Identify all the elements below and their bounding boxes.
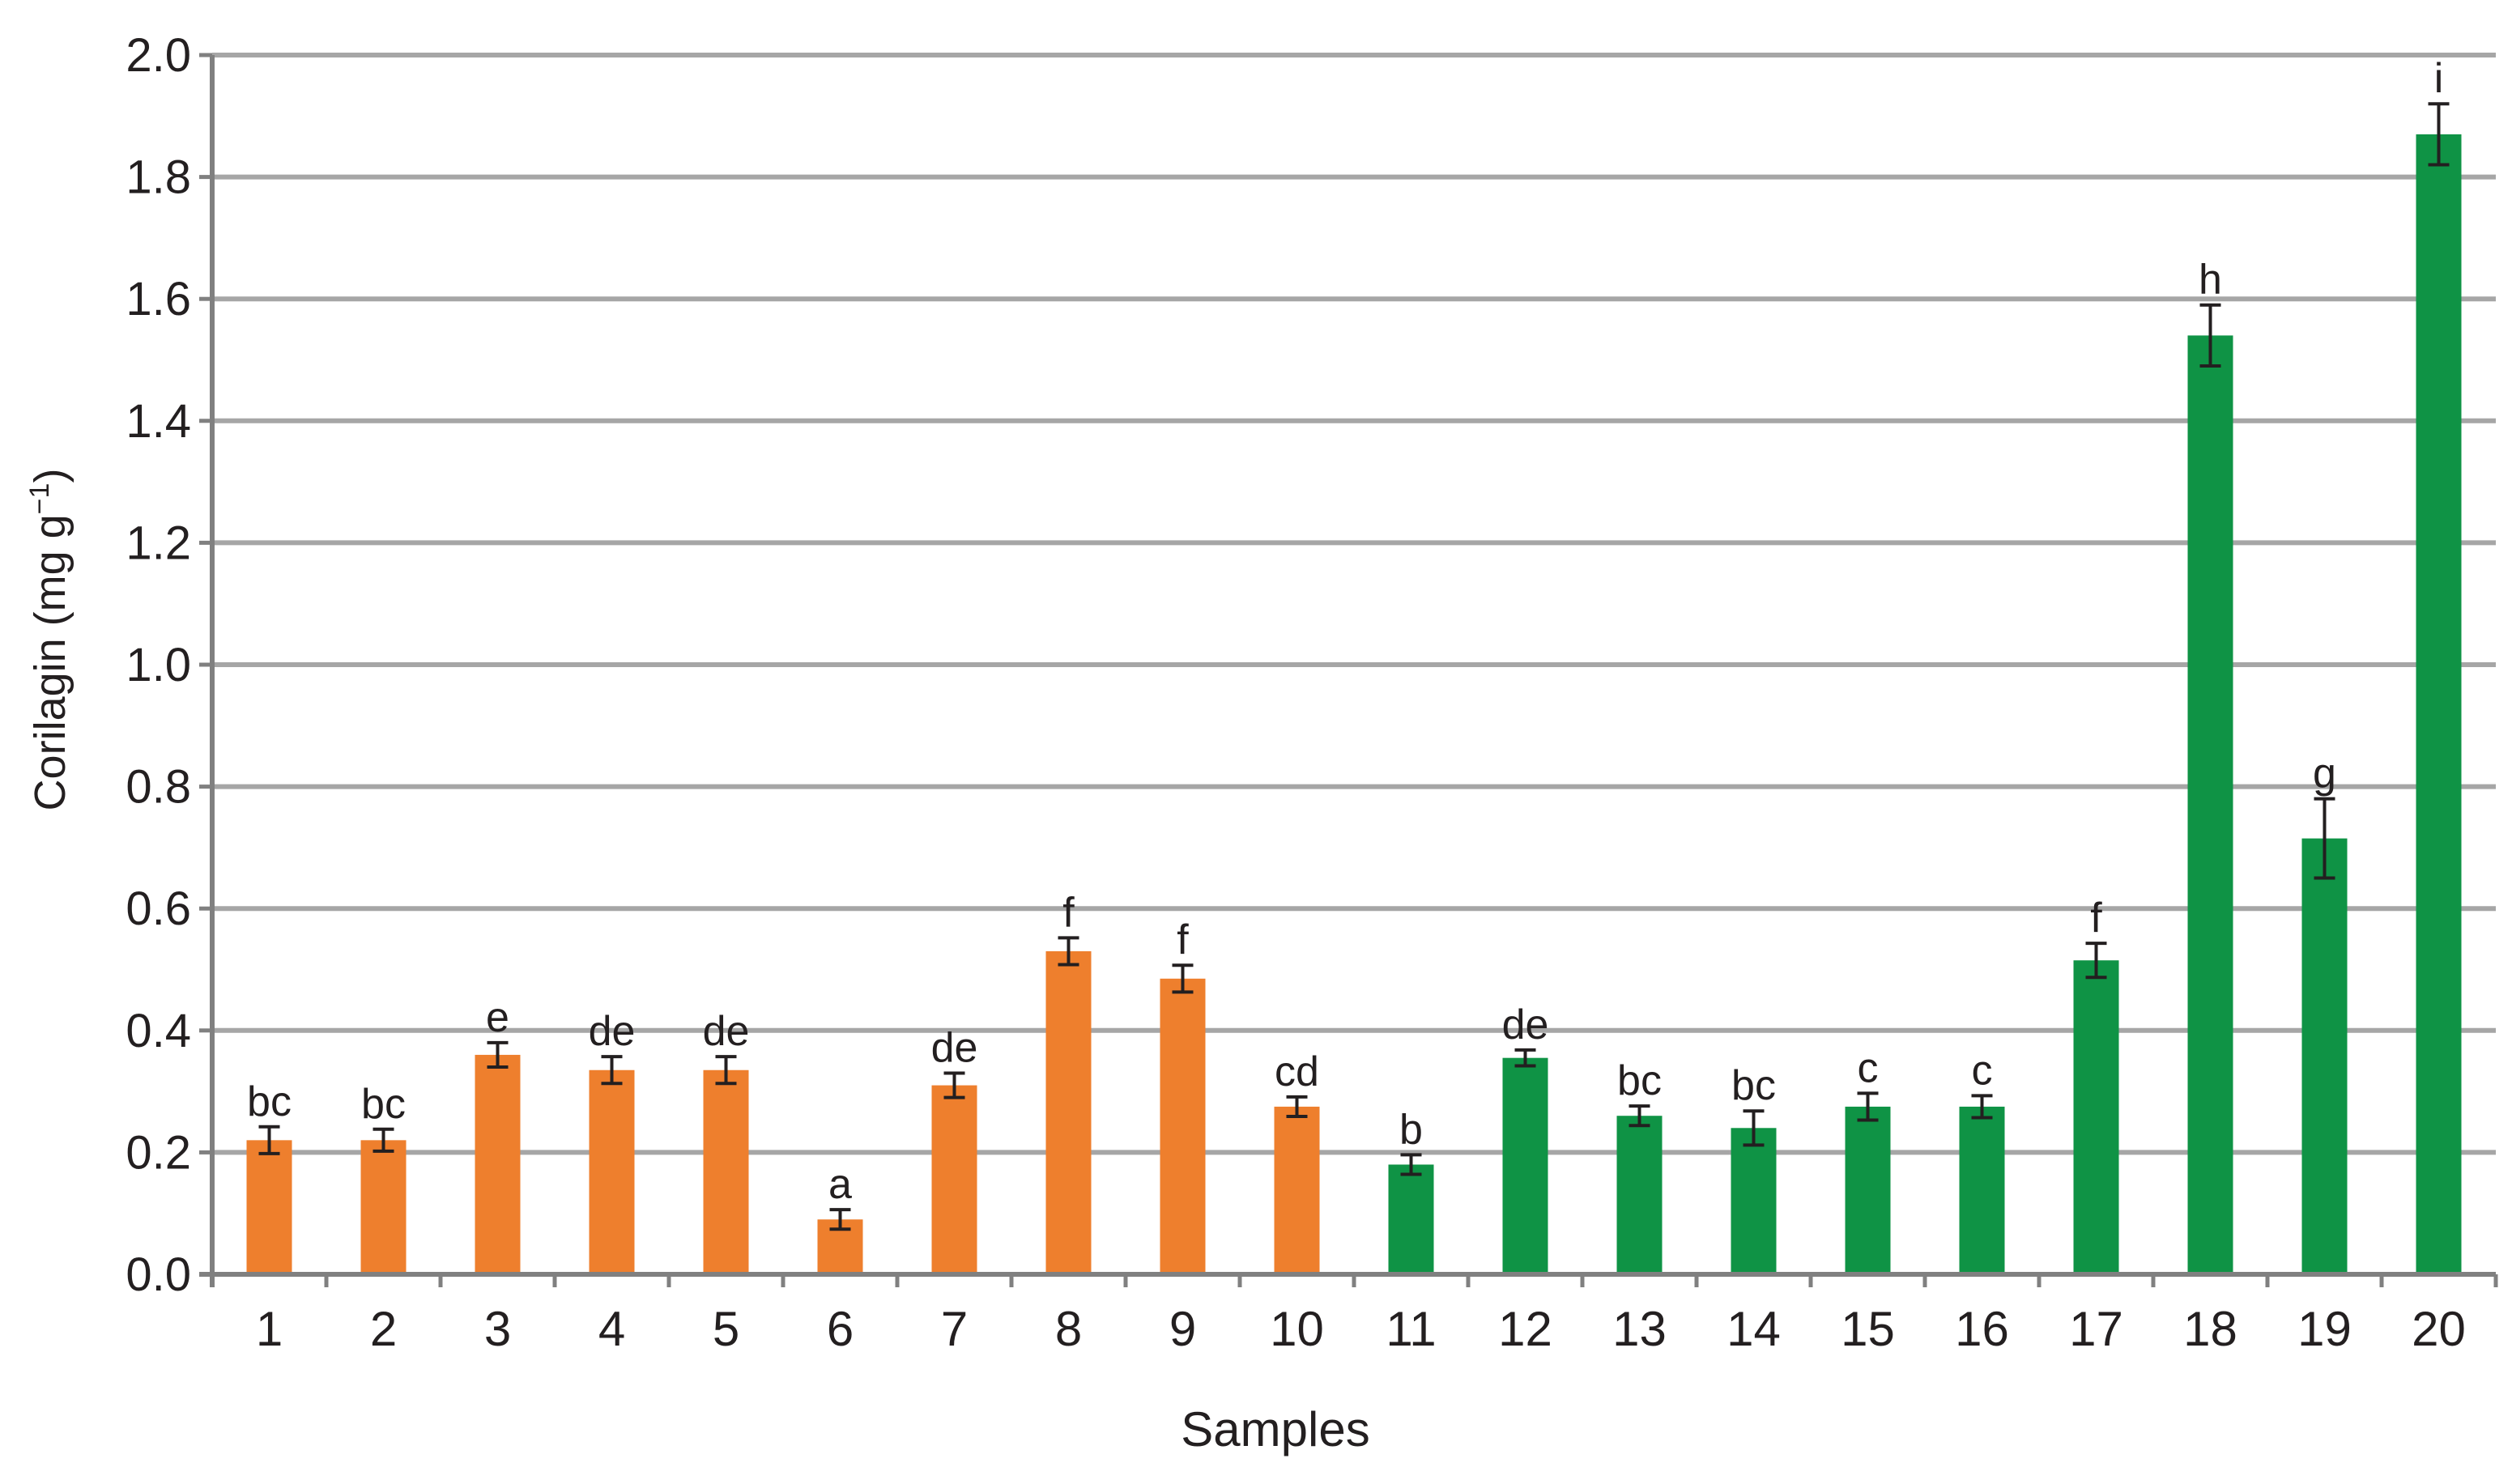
x-tick-label: 20 — [2412, 1302, 2466, 1356]
significance-label: de — [1502, 1001, 1549, 1048]
significance-label: e — [486, 994, 509, 1041]
y-axis-title-close: ) — [26, 469, 75, 483]
x-tick-label: 9 — [1169, 1302, 1196, 1356]
bar — [2187, 335, 2233, 1274]
significance-label: f — [1062, 889, 1075, 936]
bar — [1731, 1128, 1777, 1274]
bar — [1502, 1057, 1548, 1274]
x-axis-title: Samples — [1181, 1402, 1369, 1456]
x-tick-label: 5 — [713, 1302, 739, 1356]
x-tick-label: 2 — [370, 1302, 397, 1356]
y-tick-label: 0.8 — [126, 761, 191, 814]
bar — [1160, 978, 1206, 1274]
x-tick-label: 14 — [1726, 1302, 1781, 1356]
bar — [2416, 134, 2462, 1274]
significance-label: c — [1858, 1044, 1879, 1091]
y-tick-label: 0.0 — [126, 1248, 191, 1301]
bar — [360, 1140, 407, 1274]
x-tick-label: 12 — [1498, 1302, 1552, 1356]
grid-layer — [212, 53, 2496, 1155]
significance-label: de — [589, 1008, 636, 1055]
x-tick-label: 4 — [598, 1302, 625, 1356]
significance-label: h — [2199, 257, 2222, 304]
y-axis-title-superscript: −1 — [24, 483, 55, 515]
significance-label: de — [931, 1025, 978, 1072]
bar-layer — [246, 134, 2462, 1274]
axis-layer: 0.00.20.40.60.81.01.21.41.61.82.01 2 3 4 5 6 7… — [126, 29, 2498, 1356]
y-tick-label: 1.6 — [126, 273, 191, 325]
x-tick-label: 19 — [2297, 1302, 2352, 1356]
error-bar-layer — [258, 102, 2450, 1231]
bar — [475, 1054, 521, 1274]
x-tick-label: 7 — [941, 1302, 968, 1356]
y-axis-title: Corilagin (mg g−1) — [24, 469, 75, 811]
bar — [1959, 1106, 2005, 1274]
bar — [2301, 838, 2348, 1274]
y-tick-label: 0.4 — [126, 1005, 191, 1057]
bar — [589, 1069, 635, 1274]
bar — [1616, 1116, 1663, 1274]
x-tick-label: 8 — [1055, 1302, 1082, 1356]
y-tick-label: 1.8 — [126, 151, 191, 204]
y-tick-label: 0.6 — [126, 882, 191, 935]
bar — [1045, 950, 1092, 1274]
significance-label: f — [1177, 916, 1189, 963]
bar — [2073, 960, 2119, 1274]
bar — [1274, 1106, 1320, 1274]
bar — [1845, 1106, 1891, 1274]
significance-label: bc — [1731, 1062, 1776, 1109]
bar — [246, 1140, 292, 1274]
significance-label: bc — [1617, 1057, 1662, 1104]
x-tick-label: 6 — [827, 1302, 854, 1356]
y-axis-title-text: Corilagin (mg g — [26, 514, 75, 810]
y-tick-label: 2.0 — [126, 29, 191, 82]
significance-label: b — [1399, 1106, 1423, 1153]
x-tick-label: 10 — [1270, 1302, 1324, 1356]
x-tick-label: 17 — [2069, 1302, 2123, 1356]
x-tick-label: 3 — [484, 1302, 511, 1356]
x-tick-label: 16 — [1955, 1302, 2009, 1356]
y-tick-label: 1.0 — [126, 639, 191, 691]
significance-label: cd — [1275, 1048, 1319, 1095]
significance-label: g — [2313, 751, 2336, 797]
significance-label: bc — [247, 1078, 292, 1125]
bar — [1388, 1164, 1434, 1274]
x-tick-label: 11 — [1386, 1302, 1436, 1356]
significance-label: i — [2434, 55, 2444, 102]
y-tick-label: 1.2 — [126, 517, 191, 569]
significance-label: bc — [361, 1081, 406, 1128]
x-tick-label: 1 — [256, 1302, 283, 1356]
x-tick-label: 13 — [1612, 1302, 1667, 1356]
significance-label: a — [828, 1161, 852, 1208]
x-tick-label: 15 — [1841, 1302, 1895, 1356]
significance-label: c — [1972, 1047, 1993, 1094]
significance-label: de — [703, 1008, 750, 1055]
y-tick-label: 1.4 — [126, 395, 191, 448]
y-tick-label: 0.2 — [126, 1126, 191, 1179]
bar — [703, 1069, 749, 1274]
x-tick-label: 18 — [2183, 1302, 2237, 1356]
label-layer: bc bc e de de a de f f cd b de bc bc c c f h g i — [247, 55, 2443, 1208]
bar — [931, 1085, 977, 1274]
significance-label: f — [2090, 895, 2102, 942]
